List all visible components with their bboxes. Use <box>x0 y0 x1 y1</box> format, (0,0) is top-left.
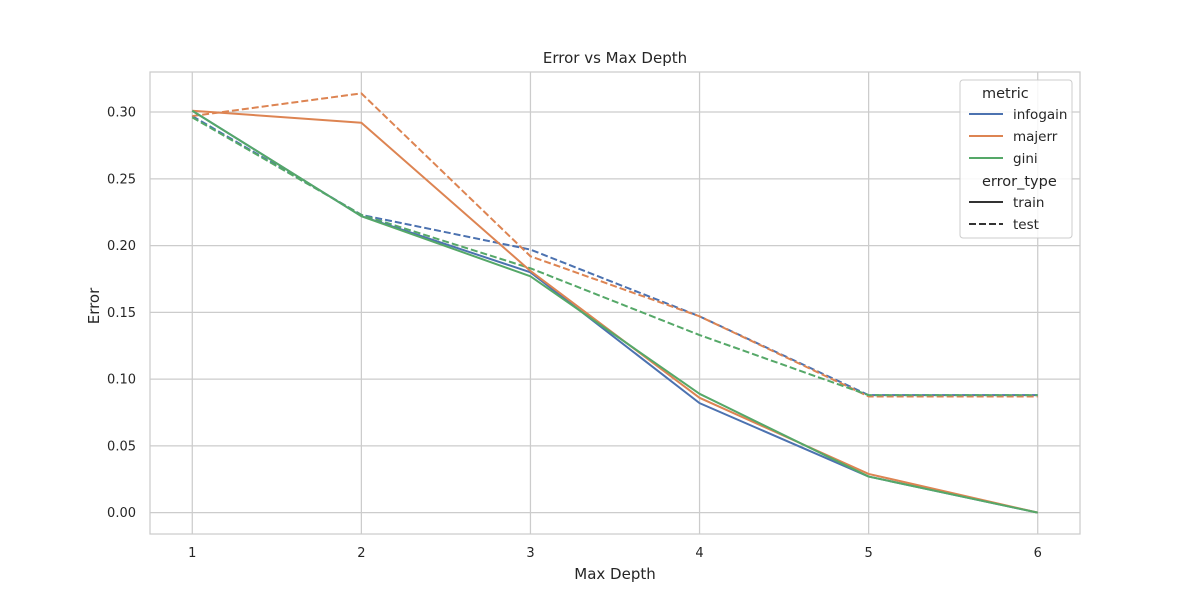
chart-title: Error vs Max Depth <box>543 49 687 67</box>
tick-labels: 1 2 3 4 5 6 0.00 0.05 0.10 0.15 0.20 0.25 0.30 <box>107 106 1042 561</box>
y-tick-label: 0.20 <box>107 239 136 254</box>
legend-label-majerr: majerr <box>1013 129 1058 145</box>
plot-frame <box>149 71 1081 535</box>
x-tick-label: 1 <box>188 546 196 561</box>
legend-label-gini: gini <box>1013 151 1038 167</box>
grid <box>150 72 1080 534</box>
legend-title-error-type: error_type <box>982 174 1057 190</box>
y-tick-label: 0.30 <box>107 106 136 121</box>
series-lines <box>191 92 1038 514</box>
legend: metric infogain majerr gini error_type t… <box>959 79 1073 239</box>
x-tick-label: 4 <box>695 546 703 561</box>
x-tick-label: 3 <box>526 546 534 561</box>
legend-label-infogain: infogain <box>1013 107 1067 123</box>
y-tick-label: 0.00 <box>107 506 136 521</box>
y-tick-label: 0.05 <box>107 439 136 454</box>
x-axis-label: Max Depth <box>574 565 655 583</box>
y-tick-label: 0.10 <box>107 373 136 388</box>
y-tick-label: 0.25 <box>107 172 136 187</box>
legend-label-train: train <box>1013 195 1044 211</box>
x-tick-label: 5 <box>864 546 872 561</box>
y-axis-label: Error <box>85 287 103 324</box>
legend-title-metric: metric <box>982 86 1029 102</box>
series-line-majerr-test <box>192 92 1038 398</box>
x-tick-label: 2 <box>357 546 365 561</box>
legend-box <box>959 79 1073 239</box>
legend-label-test: test <box>1013 217 1039 233</box>
x-tick-label: 6 <box>1034 546 1042 561</box>
series-line-gini-train <box>191 109 1038 514</box>
y-tick-label: 0.15 <box>107 306 136 321</box>
